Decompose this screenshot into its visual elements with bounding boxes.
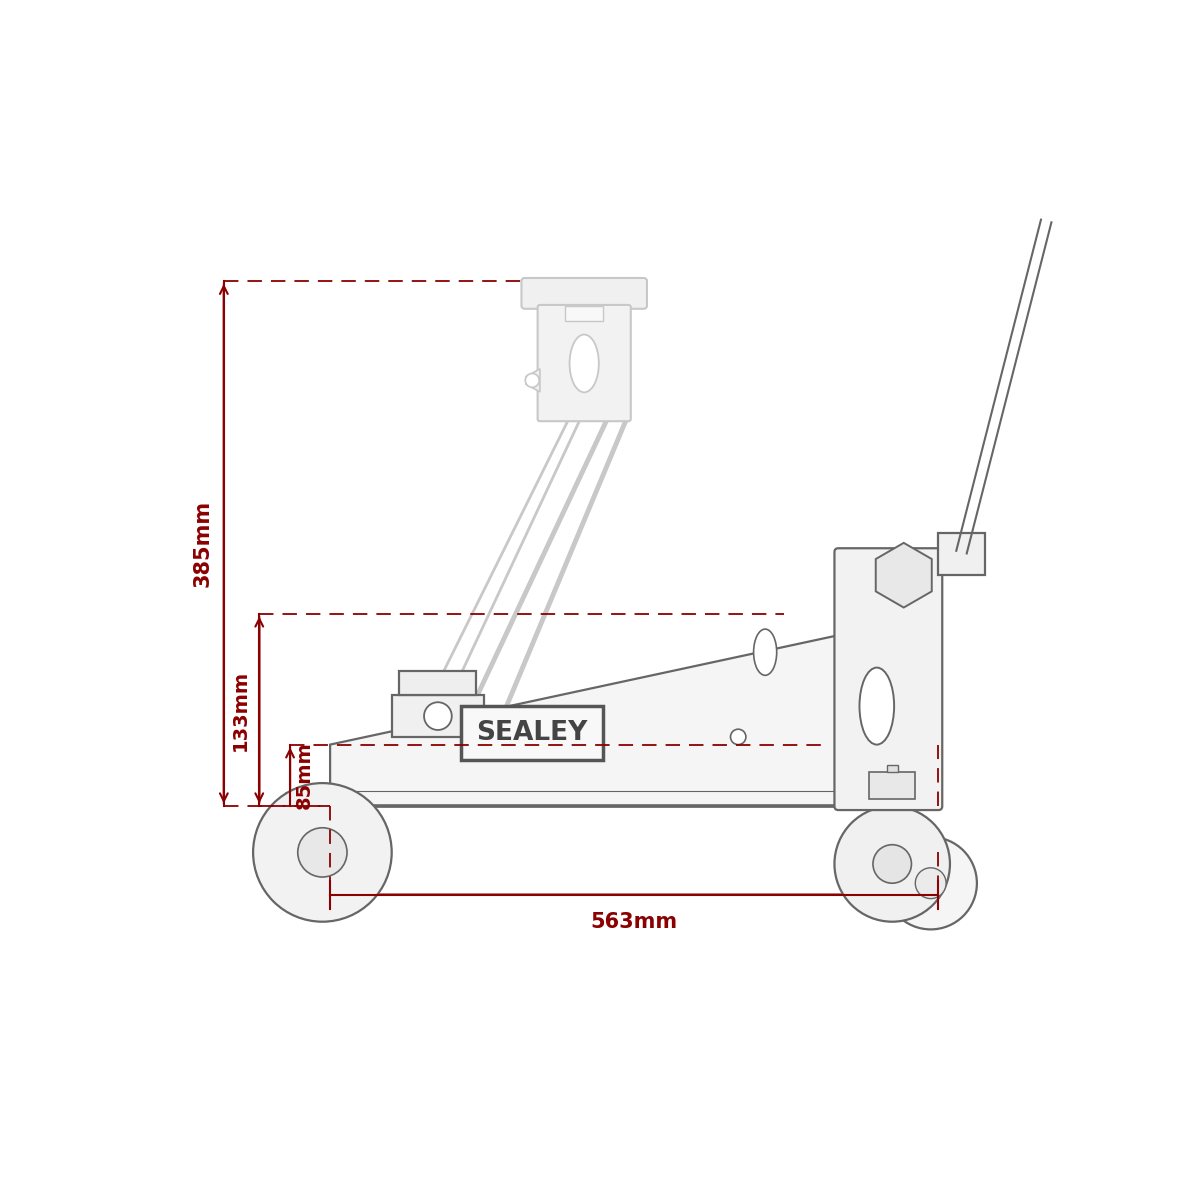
Ellipse shape: [859, 667, 894, 744]
Bar: [565, 306, 604, 322]
Circle shape: [253, 784, 391, 922]
FancyBboxPatch shape: [834, 548, 942, 810]
Bar: [391, 695, 484, 737]
Polygon shape: [330, 613, 938, 806]
Text: 133mm: 133mm: [232, 670, 251, 750]
Ellipse shape: [754, 629, 776, 676]
Polygon shape: [526, 368, 540, 392]
FancyBboxPatch shape: [538, 305, 631, 421]
Polygon shape: [876, 542, 931, 607]
Ellipse shape: [570, 335, 599, 392]
Circle shape: [884, 838, 977, 930]
Circle shape: [526, 373, 539, 388]
Circle shape: [731, 730, 746, 744]
Bar: [546, 306, 623, 323]
Bar: [869, 772, 916, 798]
Circle shape: [424, 702, 451, 730]
FancyBboxPatch shape: [522, 278, 647, 308]
Bar: [887, 766, 898, 772]
Bar: [461, 706, 604, 760]
Circle shape: [834, 806, 950, 922]
Bar: [938, 533, 985, 575]
Text: 563mm: 563mm: [590, 912, 678, 931]
Circle shape: [872, 845, 912, 883]
Circle shape: [916, 868, 946, 899]
Text: SEALEY: SEALEY: [476, 720, 588, 746]
Circle shape: [298, 828, 347, 877]
Text: 85mm: 85mm: [294, 742, 313, 809]
Text: 385mm: 385mm: [192, 500, 212, 587]
Bar: [400, 672, 476, 695]
